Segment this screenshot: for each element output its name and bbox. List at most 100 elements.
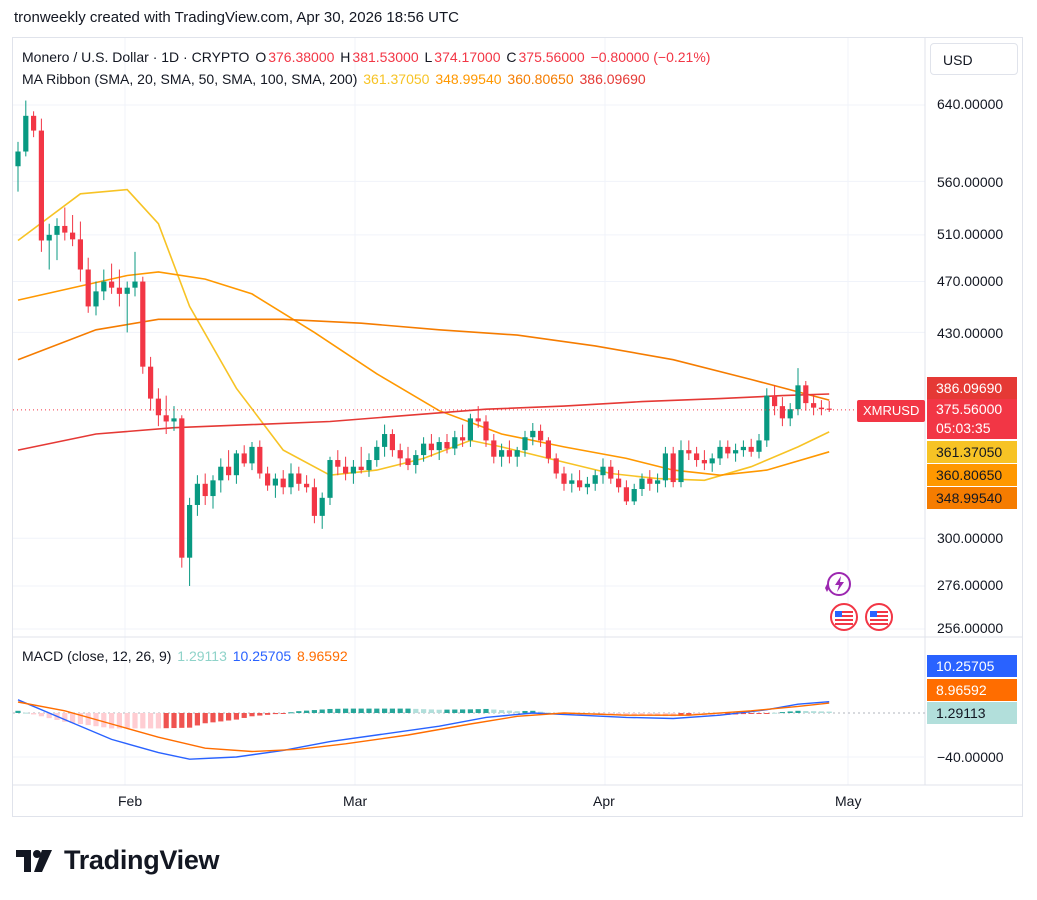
macd-histogram-bar: [311, 710, 317, 713]
macd-histogram-bar: [358, 708, 364, 713]
macd-histogram-bar: [467, 709, 473, 713]
candle-body: [296, 473, 302, 484]
macd-histogram-bar: [506, 710, 512, 713]
macd-histogram-bar: [272, 713, 278, 715]
candle-body: [670, 453, 676, 483]
candle-body: [304, 483, 310, 488]
candle-body: [140, 281, 146, 367]
candle-body: [725, 446, 731, 454]
macd-histogram-bar: [444, 709, 450, 713]
macd-histogram-bar: [288, 712, 294, 714]
time-tick: May: [835, 793, 862, 809]
price-tick: 640.00000: [937, 96, 1004, 112]
macd-histogram-bar: [62, 713, 68, 722]
ma-value-2: 348.99540: [435, 71, 502, 87]
candle-body: [756, 440, 762, 452]
currency-button[interactable]: USD: [930, 43, 1018, 75]
candle-body: [608, 466, 614, 479]
ohlc-legend: Monero / U.S. Dollar · 1D · CRYPTO O 376.…: [22, 49, 712, 65]
lightning-event-icon[interactable]: [819, 570, 855, 600]
macd-histogram-bar: [639, 713, 645, 716]
candle-body: [655, 480, 661, 484]
close-label: C: [506, 49, 517, 65]
price-tick: 256.00000: [937, 620, 1004, 636]
macd-histogram-bar: [811, 711, 817, 713]
candle-body: [748, 446, 754, 452]
candle-body: [70, 232, 76, 240]
macd-signal-line: [17, 701, 830, 753]
high-value: 381.53000: [352, 49, 419, 65]
open-value: 376.38000: [268, 49, 335, 65]
candle-body: [109, 281, 115, 288]
macd-histogram-bar: [756, 713, 762, 714]
candle-body: [421, 443, 427, 456]
candle-body: [413, 455, 419, 466]
macd-histogram-bar: [686, 713, 692, 716]
macd-histogram-bar: [779, 712, 785, 714]
candle-body: [709, 458, 715, 464]
chart-frame: [12, 37, 1023, 817]
histogram-tag: 1.29113: [927, 702, 1017, 724]
macd-histogram-bar: [171, 713, 177, 729]
candle-body: [733, 450, 739, 454]
candle-body: [62, 225, 68, 233]
candle-body: [787, 409, 793, 419]
candle-body: [46, 234, 52, 241]
candle-body: [506, 450, 512, 457]
candle-body: [483, 421, 489, 441]
price-tick: 276.00000: [937, 577, 1004, 593]
macd-histogram-bar: [818, 711, 824, 713]
macd-histogram-bar: [77, 713, 83, 724]
macd-histogram-bar: [85, 713, 91, 726]
macd-histogram-bar: [15, 710, 21, 713]
macd-histogram-bar: [764, 713, 770, 714]
macd-histogram-bar: [522, 710, 528, 713]
candle-body: [662, 453, 668, 481]
candle-body: [218, 466, 224, 481]
candle-body: [428, 443, 434, 451]
macd-histogram-bar: [233, 713, 239, 720]
candle-body: [187, 504, 193, 558]
macd-histogram-bar: [460, 709, 466, 713]
us-flag-event-icon[interactable]: [824, 602, 864, 632]
macd-histogram-bar: [350, 708, 356, 713]
candle-body: [577, 480, 583, 488]
macd-histogram-bar: [179, 713, 185, 728]
last-price-value: 375.56000: [936, 401, 1003, 417]
candle-body: [116, 287, 122, 294]
candle-body: [826, 408, 832, 410]
macd-histogram-bar: [335, 708, 341, 713]
macd-histogram-bar: [655, 713, 661, 716]
macd-histogram-bar: [421, 709, 427, 713]
candle-body: [623, 487, 629, 502]
candle-body: [717, 446, 723, 459]
macd-histogram-bar: [140, 713, 146, 729]
macd-histogram-bar: [795, 710, 801, 713]
time-tick: Apr: [593, 793, 615, 809]
close-value: 375.56000: [518, 49, 585, 65]
symbol-tag: XMRUSD: [857, 400, 926, 422]
macd-histogram-bar: [561, 713, 567, 715]
sma200-tag: 386.09690: [927, 377, 1017, 399]
candle-body: [694, 453, 700, 461]
candle-body: [15, 151, 21, 167]
candle-body: [202, 483, 208, 497]
macd-tick: −40.00000: [937, 749, 1004, 765]
us-flag-event-icon[interactable]: [862, 602, 898, 632]
change-value: −0.80000 (−0.21%): [590, 49, 711, 65]
ma-ribbon-title[interactable]: MA Ribbon (SMA, 20, SMA, 50, SMA, 100, S…: [22, 71, 358, 87]
candle-body: [265, 473, 271, 486]
candle-body: [686, 450, 692, 454]
macd-histogram-bar: [499, 710, 505, 713]
candle-body: [647, 478, 653, 484]
macd-histogram-bar: [148, 713, 154, 729]
macd-histogram-bar: [366, 708, 372, 713]
tradingview-logo[interactable]: TradingView: [16, 845, 220, 876]
symbol-description[interactable]: Monero / U.S. Dollar · 1D · CRYPTO: [22, 49, 250, 65]
macd-title[interactable]: MACD (close, 12, 26, 9): [22, 648, 172, 664]
macd-histogram-bar: [616, 713, 622, 716]
macd-histogram-bar: [530, 710, 536, 713]
macd-histogram-bar: [70, 713, 76, 723]
macd-histogram-bar: [116, 713, 122, 729]
